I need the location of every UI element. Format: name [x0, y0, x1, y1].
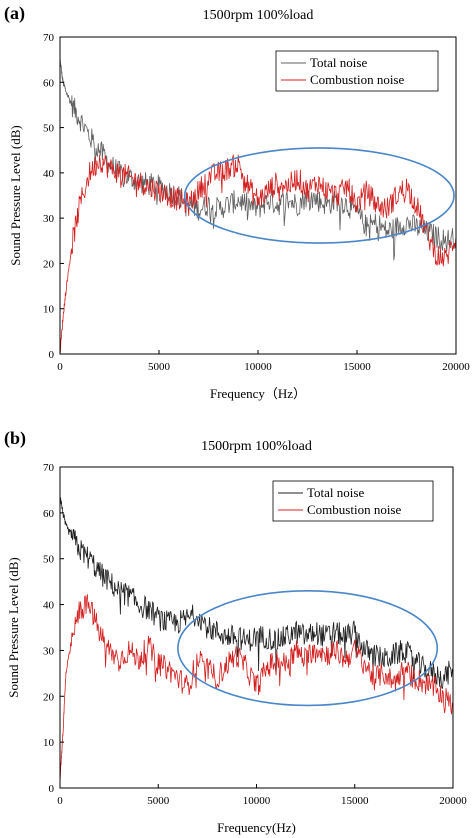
legend-entry: Total noise	[307, 485, 364, 500]
y-tick-label: 0	[49, 349, 55, 361]
legend: Total noise Combustion noise	[275, 50, 439, 92]
y-tick-label: 10	[43, 304, 55, 316]
x-tick-label: 0	[57, 795, 63, 807]
y-tick-label: 40	[43, 600, 55, 612]
x-tick-label: 20000	[439, 795, 467, 807]
x-axis-label: Frequency（Hz）	[210, 386, 306, 401]
x-tick-label: 5000	[148, 361, 171, 373]
y-tick-label: 30	[43, 213, 55, 225]
panel-label: (b)	[4, 428, 26, 449]
y-tick-label: 70	[43, 462, 55, 474]
x-tick-label: 15000	[341, 795, 369, 807]
chart-title: 1500rpm 100%load	[203, 8, 314, 23]
y-tick-label: 50	[43, 554, 55, 566]
y-tick-label: 40	[43, 168, 55, 180]
y-axis-label: Sound Pressure Level (dB)	[6, 557, 21, 697]
y-tick-label: 10	[43, 737, 55, 749]
y-tick-label: 70	[43, 32, 55, 44]
x-tick-label: 15000	[343, 361, 371, 373]
series-line-combustion-noise	[60, 594, 453, 779]
legend-entry: Combustion noise	[310, 72, 404, 87]
legend-box	[272, 480, 434, 522]
panel-label: (a)	[4, 3, 25, 24]
legend-entry: Total noise	[310, 55, 367, 70]
y-tick-label: 50	[43, 123, 55, 135]
y-tick-label: 60	[43, 77, 55, 89]
chart-panel-b: (b) 1500rpm 100%load 0 10 20 30 40 50 60 70 0 5000 1…	[4, 428, 467, 835]
y-tick-label: 20	[43, 258, 55, 270]
x-tick-label: 10000	[243, 795, 271, 807]
y-tick-label: 0	[49, 783, 55, 795]
x-tick-label: 5000	[147, 795, 170, 807]
x-tick-label: 10000	[244, 361, 272, 373]
y-tick-label: 20	[43, 691, 55, 703]
chart-panel-a: (a) 1500rpm 100%load 0 10 20 30 40 50 60 70 0 5000 1…	[4, 3, 470, 401]
y-axis-label: Sound Pressure Level (dB)	[8, 125, 23, 265]
x-tick-label: 0	[57, 361, 63, 373]
chart-title: 1500rpm 100%load	[201, 439, 312, 454]
y-tick-label: 60	[43, 508, 55, 520]
x-axis-label: Frequency(Hz)	[217, 820, 296, 835]
x-tick-label: 20000	[442, 361, 470, 373]
series-line-combustion-noise	[60, 154, 456, 353]
highlight-ellipse	[183, 147, 455, 244]
legend: Total noise Combustion noise	[272, 480, 434, 522]
highlight-ellipse	[177, 590, 439, 707]
legend-box	[275, 50, 439, 92]
series-line-total-noise	[60, 494, 453, 690]
y-tick-label: 30	[43, 645, 55, 657]
legend-entry: Combustion noise	[307, 502, 401, 517]
